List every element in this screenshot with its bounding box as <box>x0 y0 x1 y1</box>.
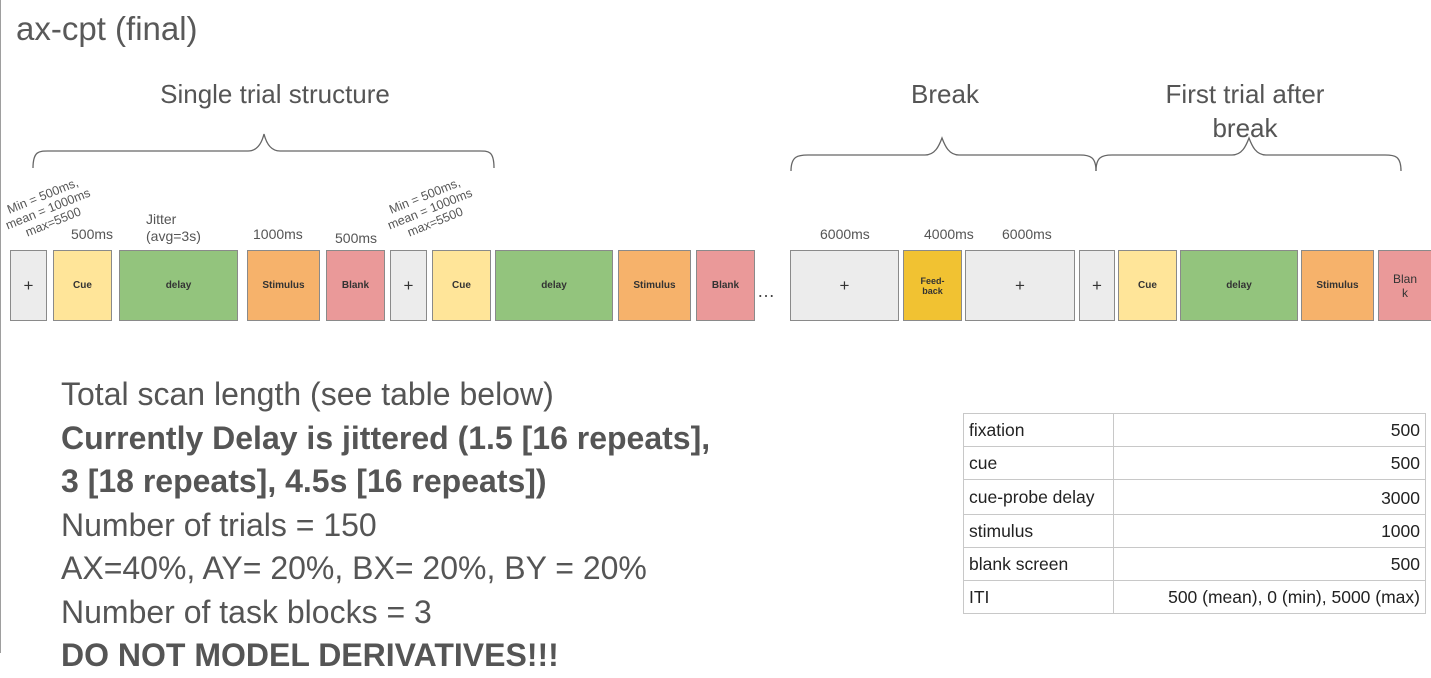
first-trial-label-line2: break <box>1212 113 1278 143</box>
delay-jitter-note-line1: Currently Delay is jittered (1.5 [16 rep… <box>61 419 711 456</box>
table-cell-value: 3000 <box>1113 479 1426 515</box>
blank-box: Blan k <box>1378 250 1431 321</box>
break-label: Break <box>911 79 979 109</box>
break-fixation-box: + <box>790 250 899 321</box>
feedback-box: Feed- back <box>903 250 962 321</box>
single-trial-label: Single trial structure <box>160 79 390 109</box>
delay-box: delay <box>119 250 238 321</box>
cue-duration-label: 500ms <box>71 226 114 242</box>
trial-count-note: Number of trials = 150 <box>61 506 377 543</box>
table-row: fixation 500 <box>963 413 1426 447</box>
jitter-label-line2: (avg=3s) <box>146 228 201 244</box>
cue-box: Cue <box>53 250 112 321</box>
table-cell-event: cue-probe delay <box>963 479 1114 515</box>
timing-table: fixation 500 cue 500 cue-probe delay 300… <box>963 413 1426 614</box>
break-fixation-duration-label-2: 6000ms <box>1002 226 1052 242</box>
table-cell-value: 500 (mean), 0 (min), 5000 (max) <box>1113 580 1426 614</box>
jitter-label-line1: Jitter <box>146 211 177 227</box>
blank-box: Blank <box>696 250 755 321</box>
table-cell-value: 500 <box>1113 413 1426 447</box>
table-row: stimulus 1000 <box>963 514 1426 548</box>
table-row: cue 500 <box>963 446 1426 480</box>
brace-single-trial <box>32 133 495 169</box>
table-cell-event: stimulus <box>963 514 1114 548</box>
slide-left-border <box>0 0 1 653</box>
continuation-ellipsis: … <box>757 281 775 301</box>
stimulus-box: Stimulus <box>1301 250 1374 321</box>
blank-duration-label: 500ms <box>335 230 378 246</box>
brace-overlay <box>32 133 1402 172</box>
design-notes: Total scan length (see table below) Curr… <box>61 373 710 678</box>
fixation-box: + <box>10 250 47 321</box>
scan-length-note: Total scan length (see table below) <box>61 376 554 412</box>
first-trial-label-line1: First trial after <box>1165 79 1325 109</box>
derivatives-warning-note: DO NOT MODEL DERIVATIVES!!! <box>61 637 559 673</box>
stimulus-box: Stimulus <box>618 250 691 321</box>
delay-box: delay <box>495 250 613 321</box>
cue-box: Cue <box>1118 250 1177 321</box>
table-cell-event: cue <box>963 446 1114 480</box>
fixation-box: + <box>1079 250 1115 321</box>
brace-break <box>790 136 1097 172</box>
stimulus-duration-label: 1000ms <box>253 226 303 242</box>
blank-line2: k <box>1402 285 1408 300</box>
delay-jitter-note-line2: 3 [18 repeats], 4.5s [16 repeats]) <box>61 463 547 499</box>
table-cell-event: blank screen <box>963 547 1114 581</box>
fixation-box: + <box>390 250 427 321</box>
feedback-line2: back <box>922 285 943 296</box>
slide-title: ax-cpt (final) <box>16 10 198 47</box>
delay-box: delay <box>1180 250 1298 321</box>
table-row: ITI 500 (mean), 0 (min), 5000 (max) <box>963 580 1426 614</box>
table-row: cue-probe delay 3000 <box>963 479 1426 515</box>
task-blocks-note: Number of task blocks = 3 <box>61 593 432 630</box>
brace-first-trial <box>1095 136 1402 172</box>
table-cell-event: fixation <box>963 413 1114 447</box>
feedback-duration-label: 4000ms <box>924 226 974 242</box>
table-cell-value: 500 <box>1113 547 1426 581</box>
jitter-label: Jitter (avg=3s) <box>146 211 201 245</box>
table-cell-value: 500 <box>1113 446 1426 480</box>
blank-line1: Blan <box>1392 271 1418 286</box>
break-fixation-box: + <box>965 250 1075 321</box>
stimulus-box: Stimulus <box>247 250 320 321</box>
trial-type-proportions-note: AX=40%, AY= 20%, BX= 20%, BY = 20% <box>61 550 647 586</box>
break-fixation-duration-label-1: 6000ms <box>820 226 870 242</box>
first-trial-after-break-label: First trial after break <box>1120 77 1370 145</box>
blank-box: Blank <box>326 250 385 321</box>
table-cell-value: 1000 <box>1113 514 1426 548</box>
table-cell-event: ITI <box>963 580 1114 614</box>
cue-box: Cue <box>432 250 491 321</box>
feedback-line1: Feed- <box>920 275 945 286</box>
table-row: blank screen 500 <box>963 547 1426 581</box>
